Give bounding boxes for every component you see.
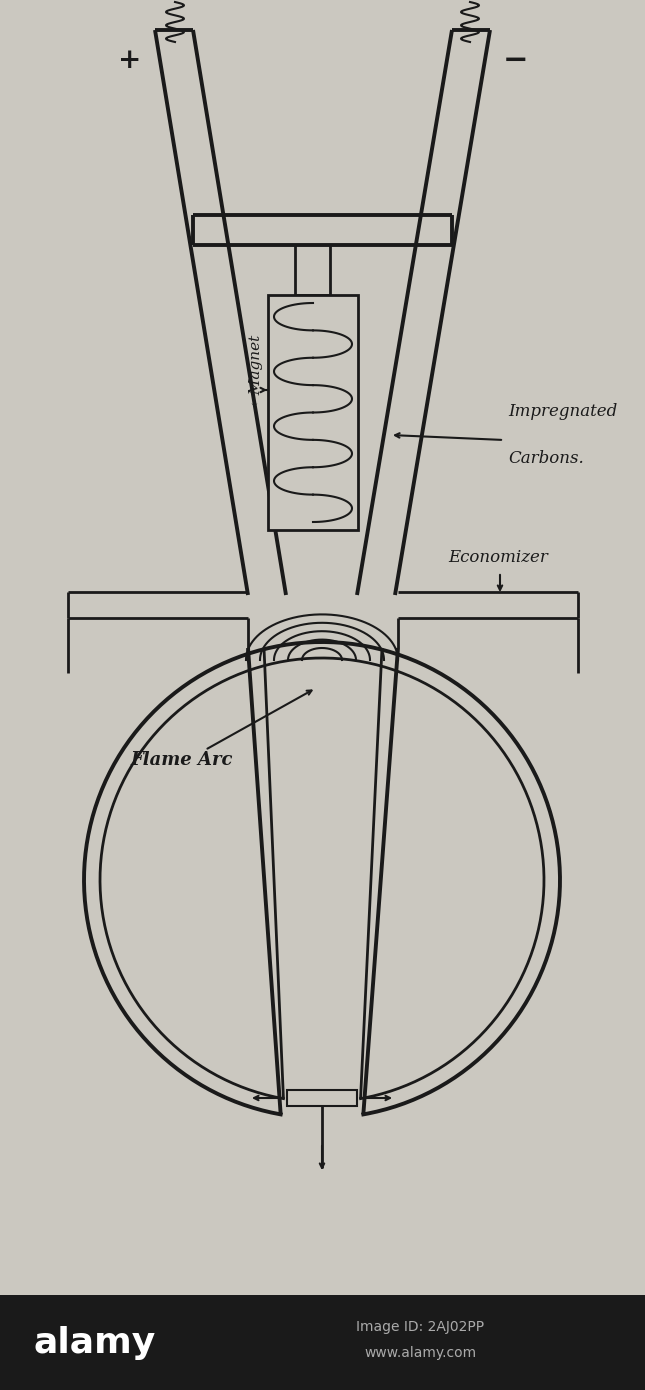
Text: +: + — [118, 46, 142, 74]
Text: alamy: alamy — [34, 1326, 156, 1359]
Bar — [287, 1090, 357, 1106]
Text: Flame Arc: Flame Arc — [130, 751, 232, 769]
Bar — [0, 1295, 645, 1390]
Text: Image ID: 2AJ02PP: Image ID: 2AJ02PP — [356, 1320, 484, 1334]
Text: Economizer: Economizer — [448, 549, 548, 567]
Text: Impregnated: Impregnated — [508, 403, 617, 420]
Bar — [268, 295, 358, 530]
Text: ←Magnet: ←Magnet — [248, 334, 262, 406]
Text: −: − — [502, 44, 528, 75]
Text: www.alamy.com: www.alamy.com — [364, 1346, 476, 1359]
Text: Carbons.: Carbons. — [508, 450, 584, 467]
